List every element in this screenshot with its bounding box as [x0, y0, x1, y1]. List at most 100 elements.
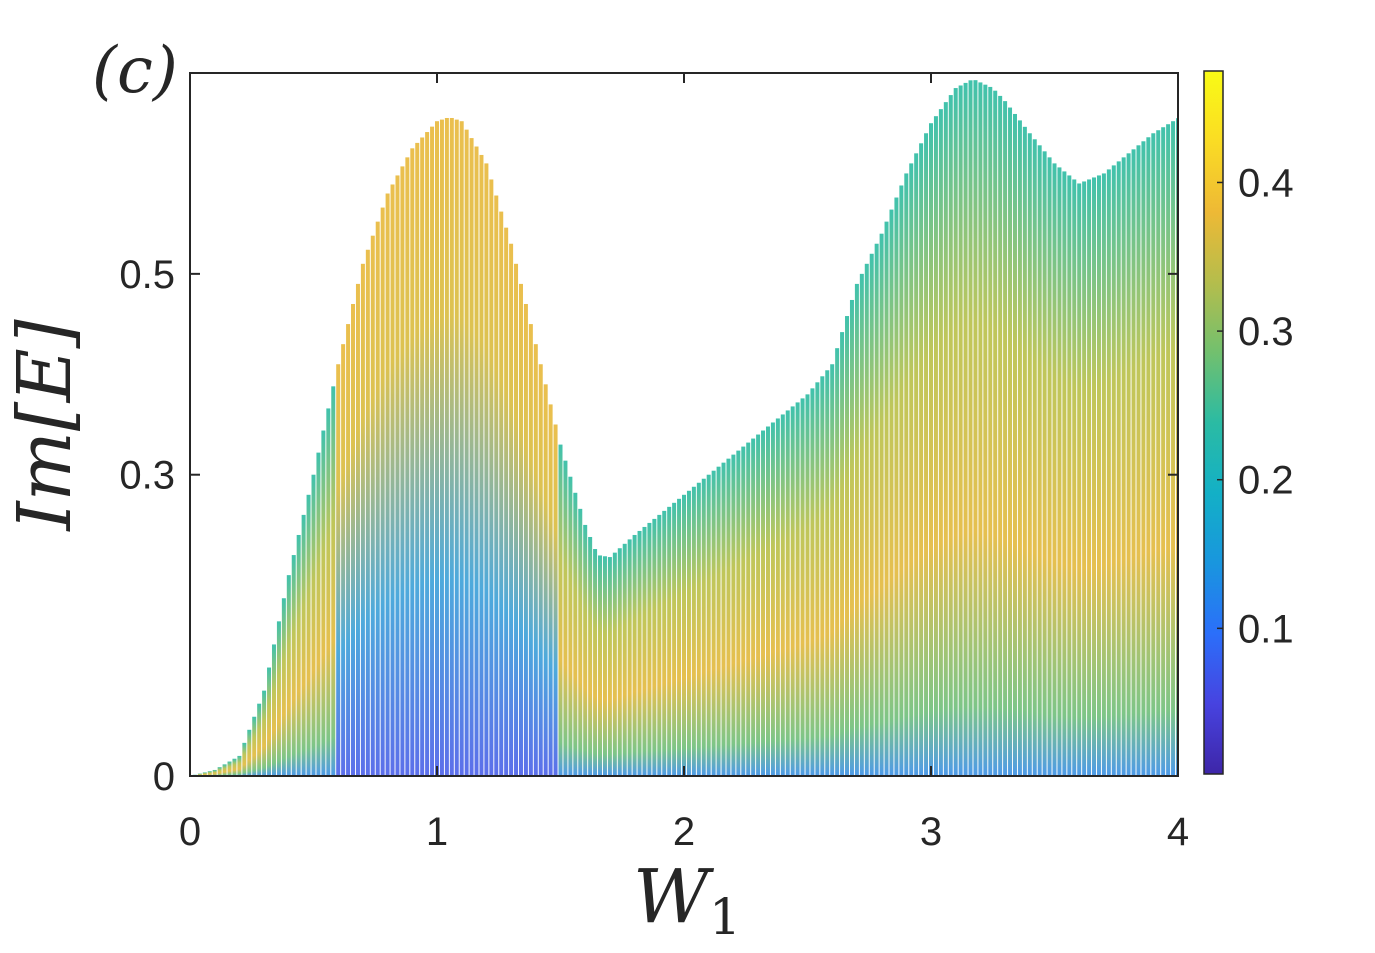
data-stripe — [998, 95, 1003, 776]
data-stripe — [830, 364, 835, 776]
data-stripe — [765, 426, 770, 776]
data-stripe — [993, 90, 998, 776]
data-stripe — [267, 667, 272, 776]
data-stripe — [296, 534, 301, 776]
data-stripe — [706, 474, 711, 776]
panel-label: (c) — [92, 34, 178, 108]
x-tick-label: 2 — [673, 810, 695, 854]
data-stripe — [736, 450, 741, 776]
data-stripe — [889, 209, 894, 776]
x-axis-label: W1 — [633, 854, 741, 946]
data-stripe — [973, 80, 978, 776]
data-stripe — [874, 243, 879, 776]
data-stripe — [637, 530, 642, 776]
data-stripe — [1106, 169, 1111, 776]
data-stripe — [815, 382, 820, 776]
data-stripe — [731, 454, 736, 776]
data-stripe — [929, 123, 933, 776]
y-axis-ticks: 0 0.3 0.5 — [119, 253, 1178, 799]
data-stripe — [543, 384, 548, 776]
data-stripe — [578, 508, 583, 776]
y-tick-label: 0.3 — [119, 454, 175, 498]
data-stripe — [1017, 120, 1022, 776]
data-stripe — [459, 121, 464, 776]
data-stripe — [909, 163, 914, 776]
data-stripe — [415, 142, 420, 776]
data-stripe — [355, 283, 360, 776]
x-tick-label: 3 — [920, 810, 942, 854]
data-stripe — [484, 163, 489, 776]
data-stripe — [474, 146, 479, 776]
data-stripe — [227, 761, 232, 776]
data-stripe — [306, 494, 311, 776]
data-stripe — [242, 742, 247, 776]
data-stripe — [237, 755, 242, 776]
data-stripe — [810, 388, 815, 776]
x-axis-ticks: 0 1 2 3 4 — [179, 73, 1189, 854]
data-stripe — [958, 85, 963, 776]
data-stripe — [716, 466, 721, 776]
data-stripe — [553, 424, 558, 776]
data-stripe — [400, 166, 405, 776]
data-stripe — [558, 444, 563, 776]
y-axis-label: Im[E] — [2, 319, 88, 532]
data-stripe — [1008, 107, 1013, 776]
data-stripe — [247, 729, 252, 776]
data-stripe — [548, 404, 553, 776]
data-stripe — [588, 536, 593, 776]
data-stripe — [504, 227, 509, 776]
data-stripe — [316, 452, 321, 776]
data-stripe — [790, 406, 795, 776]
data-stripe — [499, 211, 504, 776]
data-stripe — [1057, 167, 1062, 776]
x-axis-label-main: W — [633, 854, 715, 940]
data-stripe — [662, 510, 667, 776]
data-stripe — [721, 462, 726, 776]
data-stripe — [281, 598, 286, 776]
data-stripe — [197, 773, 202, 776]
data-stripe — [563, 460, 568, 776]
data-stripe — [701, 478, 706, 776]
data-stripe — [1101, 173, 1106, 776]
data-stripe — [1116, 161, 1121, 776]
colorbar-tick-label: 0.1 — [1238, 607, 1294, 651]
data-stripe — [568, 476, 573, 776]
data-stripe — [983, 84, 988, 776]
data-stripes — [192, 80, 1178, 776]
data-stripe — [691, 486, 696, 776]
data-stripe — [523, 303, 528, 776]
data-stripe — [331, 386, 336, 776]
data-stripe — [1037, 145, 1042, 776]
data-stripe — [899, 185, 904, 776]
data-stripe — [864, 263, 869, 776]
data-stripe — [286, 575, 291, 776]
data-stripe — [207, 771, 212, 776]
data-stripe — [869, 253, 874, 776]
data-stripe — [617, 548, 622, 776]
data-stripe — [780, 414, 785, 776]
colorbar-tick-label: 0.4 — [1238, 161, 1294, 205]
data-stripe — [1121, 157, 1126, 776]
data-stripe — [726, 458, 731, 776]
colorbar-gradient — [1204, 71, 1223, 774]
data-stripe — [1067, 175, 1072, 776]
data-stripe — [657, 514, 662, 776]
data-stripe — [430, 126, 435, 776]
plot-area — [192, 80, 1178, 776]
colorbar-tick-label: 0.3 — [1238, 310, 1294, 354]
x-tick-label: 1 — [426, 810, 448, 854]
data-stripe — [365, 249, 370, 776]
data-stripe — [479, 154, 484, 776]
data-stripe — [607, 557, 612, 776]
data-stripe — [489, 179, 494, 776]
data-stripe — [375, 221, 380, 776]
data-stripe — [1131, 149, 1136, 776]
data-stripe — [1096, 175, 1101, 776]
data-stripe — [435, 121, 439, 776]
data-stripe — [1003, 101, 1008, 776]
data-stripe — [232, 758, 237, 776]
data-stripe — [775, 418, 780, 776]
data-stripe — [770, 422, 775, 776]
data-stripe — [262, 690, 267, 776]
data-stripe — [602, 556, 607, 776]
